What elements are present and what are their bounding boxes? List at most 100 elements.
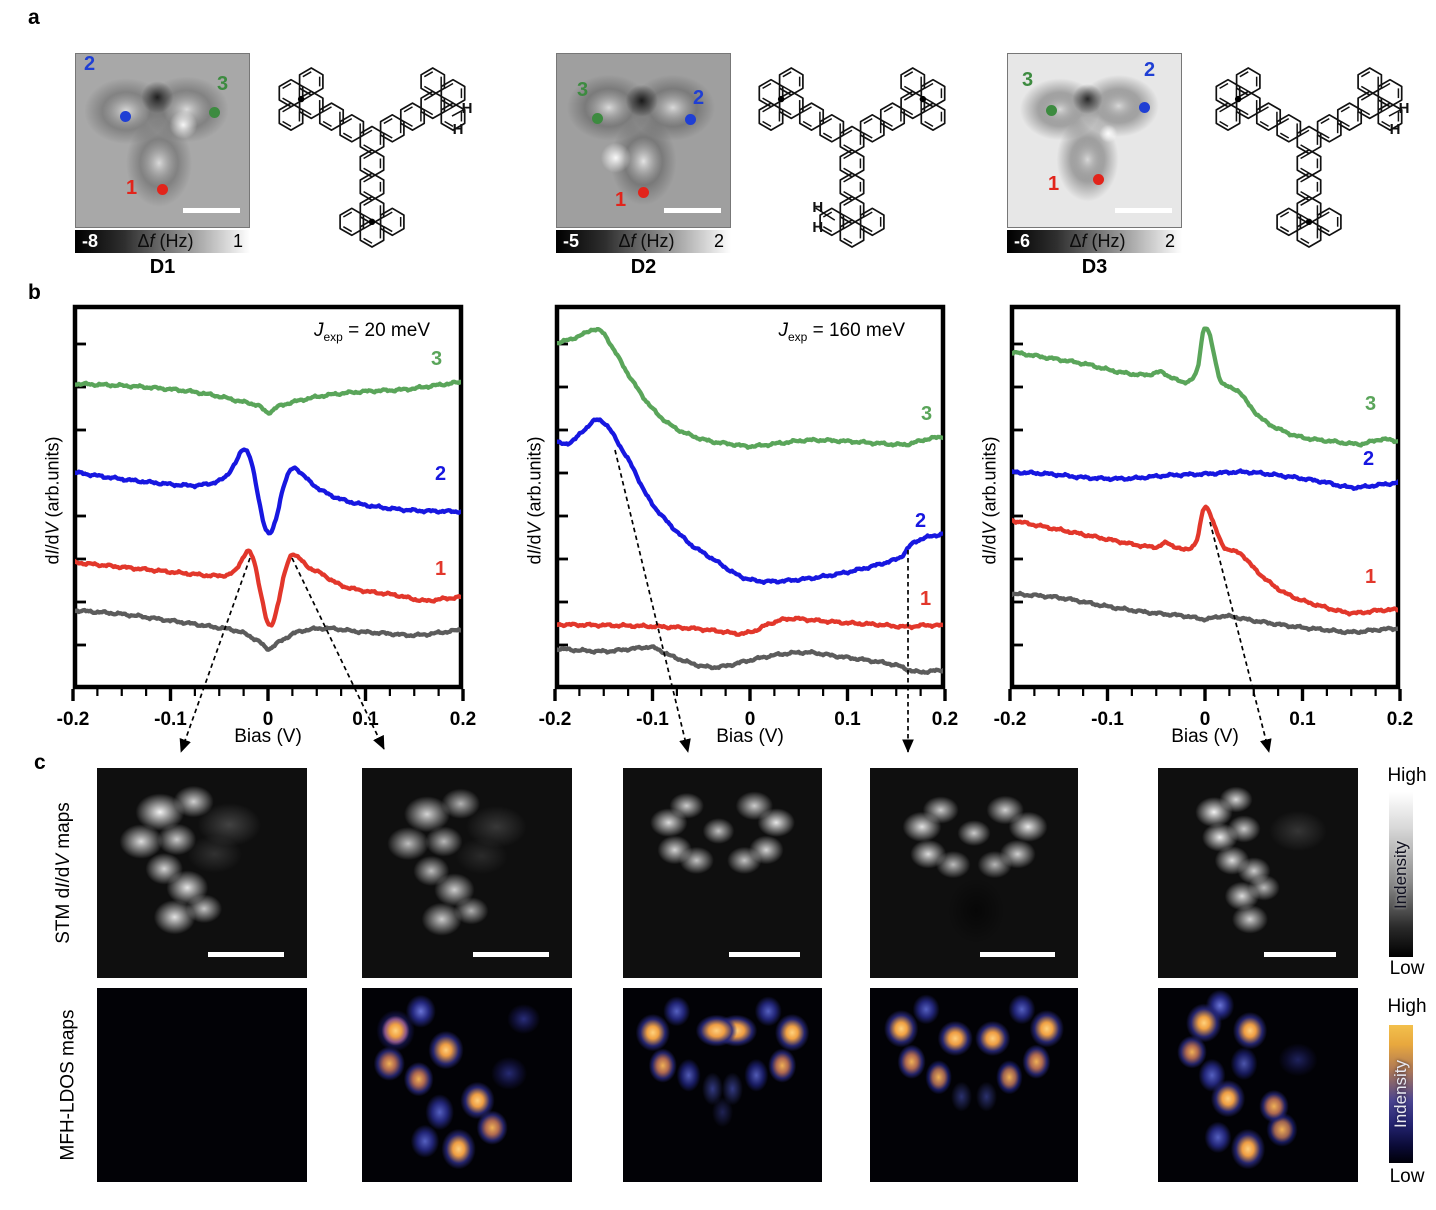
svg-text:-0.2: -0.2 [994,709,1027,730]
svg-text:-0.2: -0.2 [57,709,90,730]
stm-didv-map-3 [623,768,822,978]
svg-text:H: H [812,219,823,236]
afm-image-d1: 2 3 1 [75,53,250,228]
svg-text:2: 2 [435,463,446,485]
afm-marker-label: 2 [84,53,96,75]
chemical-structure-d2: HH [758,67,946,248]
molecule-name-d1: D1 [149,256,176,278]
panel-a-label: a [28,6,40,29]
colorbar-label: Δf (Hz) [137,231,194,251]
scalebar [664,208,721,213]
colorbar-max: 2 [713,231,724,251]
svg-text:1: 1 [920,588,931,610]
colorbar-max: 2 [1164,231,1175,251]
colorbar-d3: -6 Δf (Hz) 2 [1007,230,1182,253]
colorbar-min: -5 [563,231,580,251]
scalebar [208,952,284,957]
svg-text:-0.2: -0.2 [539,709,572,730]
svg-text:3: 3 [921,403,932,425]
stm-didv-map-5 [1158,768,1358,978]
scalebar [183,208,240,213]
mfh-ldos-map-5 [1158,988,1358,1182]
stm-didv-map-1 [97,768,307,978]
afm-marker-label: 3 [217,73,229,95]
colorbar-label: Δf (Hz) [1069,231,1126,251]
svg-text:2: 2 [915,510,926,532]
mfh-colorbar-high-label: High [1387,996,1427,1017]
afm-marker-dot [685,114,696,125]
colorbar-d1: -8 Δf (Hz) 1 [75,230,250,253]
svg-text:H: H [462,100,473,117]
scalebar [980,952,1056,957]
colorbar-min: -6 [1014,231,1031,251]
stm-didv-map-2 [362,768,572,978]
svg-text:0.2: 0.2 [1387,709,1413,730]
scalebar [1115,208,1172,213]
stm-colorbar-high-label: High [1387,765,1427,786]
afm-marker-label: 1 [615,189,627,211]
svg-text:-0.1: -0.1 [1091,709,1124,730]
afm-marker-dot [209,107,220,118]
svg-text:0.2: 0.2 [450,709,476,730]
svg-text:-0.1: -0.1 [154,709,187,730]
svg-text:H: H [1399,100,1410,117]
chemical-structure-d1: HH [278,67,473,248]
scalebar [728,952,801,957]
afm-marker-label: 1 [126,177,138,199]
svg-text:1: 1 [435,558,446,580]
stm-colorbar-title: Indensity [1391,840,1410,909]
afm-marker-dot [638,187,649,198]
svg-text:2: 2 [1363,448,1374,470]
mfh-ldos-map-1 [97,988,307,1182]
afm-marker-dot [1139,102,1150,113]
xaxis-label-plot3: Bias (V) [1171,726,1239,747]
svg-text:0: 0 [745,709,756,730]
panel-b-label: b [28,281,41,304]
mfh-ldos-map-3 [623,988,822,1182]
chemical-structure-d3: HH [1215,67,1410,248]
stm-didv-map-4 [870,768,1078,978]
mfh-ldos-maps-row-label: MFH-LDOS maps [57,1009,78,1161]
xaxis-label-plot2: Bias (V) [716,726,784,747]
afm-marker-dot [1046,105,1057,116]
molecule-name-d3: D3 [1081,256,1108,278]
didv-spectra-plot-d3: -0.2 -0.1 0 0.1 0.2 3 2 1 [994,304,1413,730]
afm-marker-label: 2 [693,87,705,109]
svg-text:0.2: 0.2 [932,709,958,730]
afm-image-d2: 3 2 1 [556,53,731,228]
afm-marker-label: 2 [1144,59,1156,81]
svg-text:0: 0 [263,709,274,730]
afm-marker-dot [157,184,168,195]
svg-text:H: H [812,199,823,216]
stm-colorbar-low-label: Low [1389,958,1425,979]
svg-text:1: 1 [1365,566,1376,588]
molecule-name-d2: D2 [630,256,657,278]
stm-maps-row-label: STM dI/dV maps [53,802,74,944]
mfh-ldos-map-2 [362,988,572,1182]
afm-marker-label: 1 [1048,173,1060,195]
mfh-colorbar-title: Indensity [1391,1059,1410,1129]
svg-text:0.1: 0.1 [834,709,861,730]
xaxis-label-plot1: Bias (V) [234,726,302,747]
svg-text:H: H [1390,121,1401,138]
afm-image-d3: 3 2 1 [1007,53,1182,228]
afm-marker-label: 3 [577,79,589,101]
svg-text:H: H [453,121,464,138]
afm-marker-dot [120,111,131,122]
scalebar [1264,952,1336,957]
mfh-colorbar-low-label: Low [1389,1166,1425,1187]
svg-text:3: 3 [1365,393,1376,415]
panel-c-label: c [34,751,46,774]
colorbar-min: -8 [82,231,99,251]
colorbar-max: 1 [232,231,243,251]
colorbar-label: Δf (Hz) [618,231,675,251]
mfh-intensity-colorbar: Indensity [1389,1025,1413,1163]
afm-marker-dot [1093,174,1104,185]
afm-marker-dot [592,113,603,124]
svg-text:0: 0 [1200,709,1211,730]
exchange-energy-annotation-2: Jexp = 160 meV [778,320,905,344]
svg-text:0.1: 0.1 [1289,709,1316,730]
mfh-ldos-map-4 [870,988,1078,1182]
